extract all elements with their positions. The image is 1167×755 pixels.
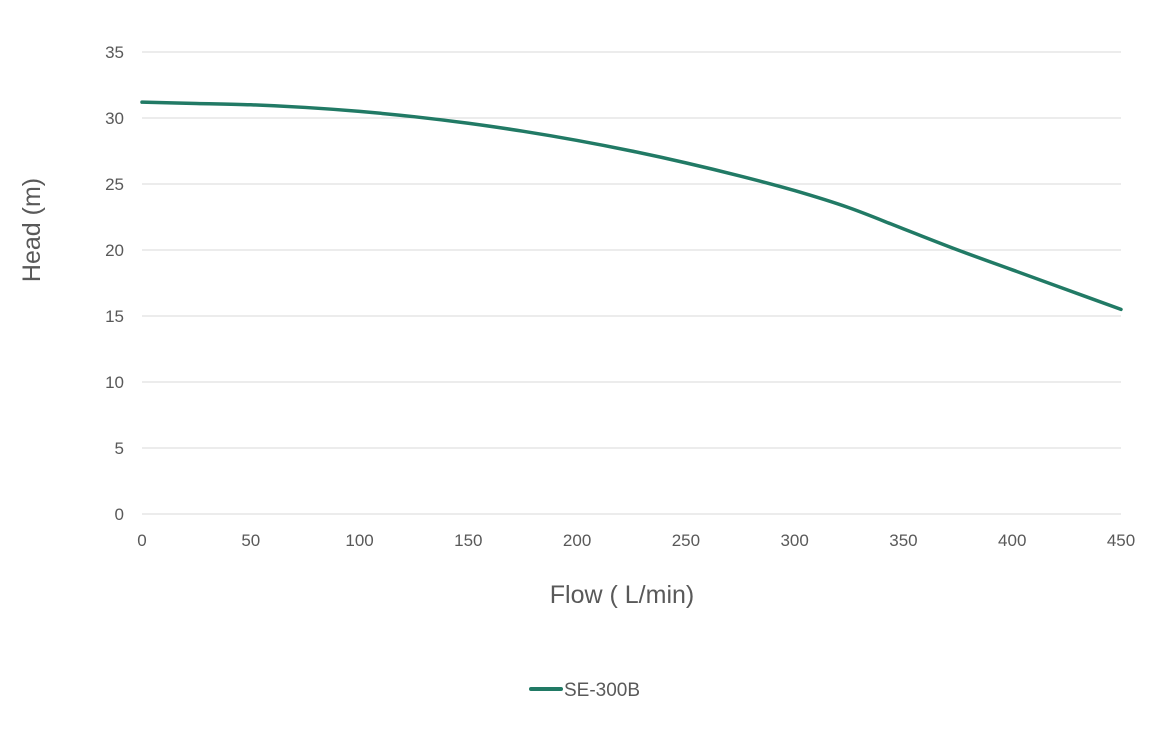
y-tick-label-0: 0 [115, 505, 124, 524]
x-tick-label-100: 100 [345, 531, 373, 550]
y-axis-ticks: 0 5 10 15 20 25 30 35 [105, 43, 124, 524]
y-tick-label-30: 30 [105, 109, 124, 128]
x-tick-label-450: 450 [1107, 531, 1135, 550]
legend-label-se-300b: SE-300B [564, 680, 640, 701]
x-tick-label-300: 300 [780, 531, 808, 550]
x-axis-title: Flow ( L/min) [550, 581, 694, 609]
x-tick-label-150: 150 [454, 531, 482, 550]
series-line-se-300b [140, 100, 1123, 312]
y-tick-label-15: 15 [105, 307, 124, 326]
gridlines [142, 51, 1121, 515]
x-tick-label-50: 50 [241, 531, 260, 550]
y-tick-label-10: 10 [105, 373, 124, 392]
y-axis-title: Head (m) [18, 178, 46, 282]
x-tick-label-350: 350 [889, 531, 917, 550]
y-tick-label-35: 35 [105, 43, 124, 62]
x-tick-label-0: 0 [137, 531, 146, 550]
y-tick-label-25: 25 [105, 175, 124, 194]
series-layer [140, 100, 1123, 312]
y-tick-label-20: 20 [105, 241, 124, 260]
x-tick-label-400: 400 [998, 531, 1026, 550]
legend: SE-300B [529, 680, 640, 701]
x-axis-ticks: 0 50 100 150 200 250 300 350 400 450 [137, 531, 1135, 550]
y-tick-label-5: 5 [115, 439, 124, 458]
x-tick-label-250: 250 [672, 531, 700, 550]
x-tick-label-200: 200 [563, 531, 591, 550]
